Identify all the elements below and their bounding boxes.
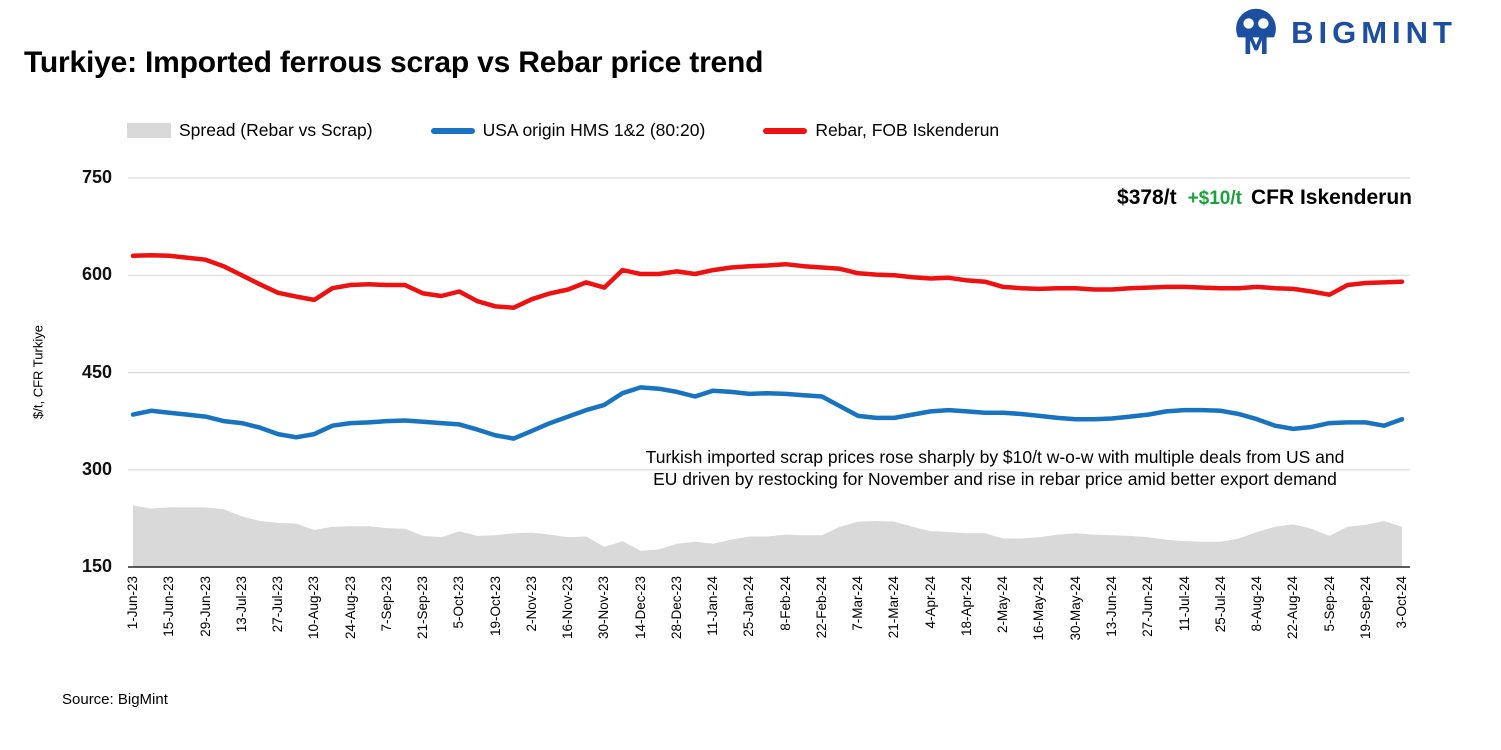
legend-item-hms: USA origin HMS 1&2 (80:20)	[430, 120, 706, 141]
callout-change: +$10/t	[1187, 188, 1242, 209]
legend-label-rebar: Rebar, FOB Iskenderun	[815, 120, 1000, 140]
spread-area	[133, 505, 1402, 567]
spread-swatch-icon	[127, 123, 171, 138]
hms-swatch-icon	[430, 127, 475, 134]
chart-legend: Spread (Rebar vs Scrap) USA origin HMS 1…	[127, 120, 999, 141]
rebar-line	[130, 252, 1405, 310]
svg-text:M: M	[1243, 31, 1269, 59]
source-note: Source: BigMint	[62, 691, 168, 708]
y-axis-title: $/t, CFR Turkiye	[30, 325, 46, 419]
chart-annotation-line2: EU driven by restocking for November and…	[653, 469, 1337, 489]
legend-item-rebar: Rebar, FOB Iskenderun	[763, 120, 999, 141]
bigmint-logo: M BIGMINT	[1230, 7, 1457, 59]
chart-annotation-line1: Turkish imported scrap prices rose sharp…	[645, 447, 1345, 467]
legend-item-spread: Spread (Rebar vs Scrap)	[127, 120, 373, 141]
bigmint-logo-text: BIGMINT	[1291, 15, 1457, 50]
bigmint-logo-icon: M	[1236, 8, 1277, 59]
rebar-swatch-icon	[763, 127, 808, 134]
chart-annotation: Turkish imported scrap prices rose sharp…	[570, 446, 1420, 490]
callout-suffix: CFR Iskenderun	[1250, 186, 1412, 209]
page-title: Turkiye: Imported ferrous scrap vs Rebar…	[24, 46, 764, 79]
callout-price: $378/t	[1117, 186, 1177, 209]
legend-label-hms: USA origin HMS 1&2 (80:20)	[482, 120, 706, 140]
price-callout: $378/t +$10/t CFR Iskenderun	[1117, 186, 1412, 210]
hms-line	[130, 385, 1405, 441]
legend-label-spread: Spread (Rebar vs Scrap)	[179, 120, 373, 140]
